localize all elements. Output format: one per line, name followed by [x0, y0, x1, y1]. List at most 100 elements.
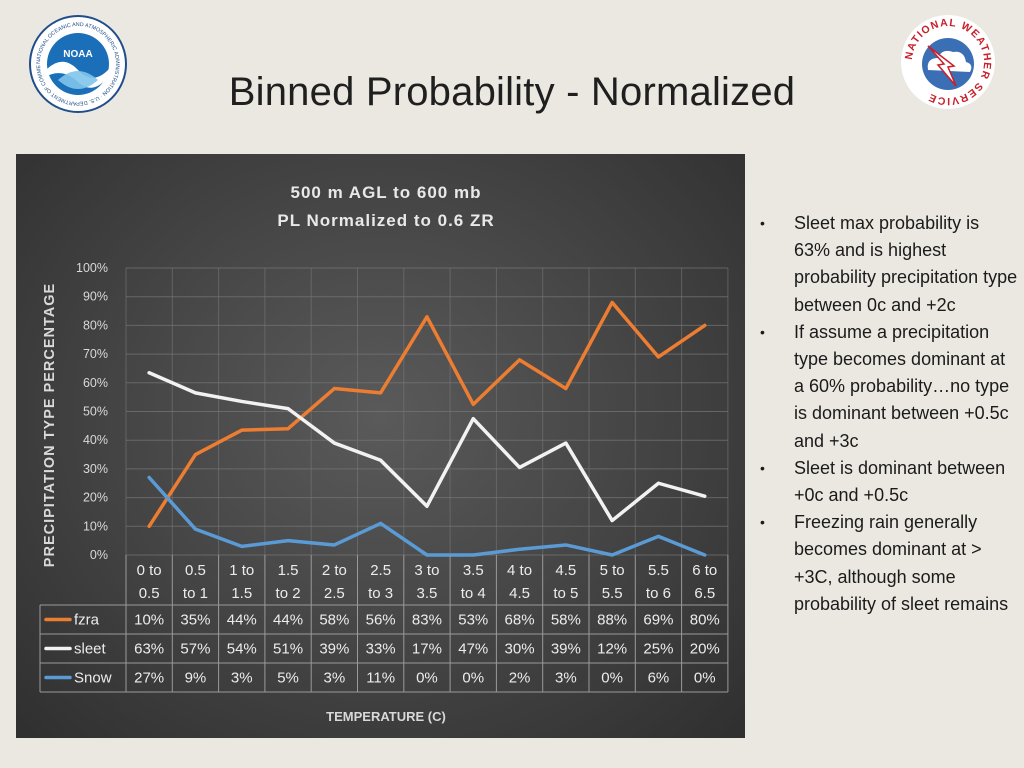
- legend-label-fzra: fzra: [74, 612, 100, 629]
- data-label: 17%: [412, 641, 442, 658]
- data-point-fzra: [703, 323, 707, 327]
- note-text: Sleet max probability is 63% and is high…: [794, 213, 1018, 315]
- data-point-snow: [610, 553, 614, 557]
- x-tick-label: 1.5: [231, 585, 252, 602]
- data-point-sleet: [425, 504, 429, 508]
- series-line-snow: [147, 475, 707, 557]
- data-label: 25%: [643, 641, 673, 658]
- data-label: 20%: [690, 641, 720, 658]
- x-tick-label: 0.5: [185, 562, 206, 579]
- data-point-snow: [564, 543, 568, 547]
- data-point-fzra: [193, 453, 197, 457]
- data-label: 44%: [227, 612, 257, 629]
- note-text: Sleet is dominant between +0c and +0.5c: [794, 457, 1006, 506]
- data-point-snow: [147, 476, 151, 480]
- x-tick-label: 4.5: [555, 562, 576, 579]
- bullet-icon: •: [760, 514, 765, 531]
- data-label: 30%: [505, 641, 535, 658]
- data-point-fzra: [147, 524, 151, 528]
- data-point-snow: [332, 543, 336, 547]
- chart-title: 500 m AGL to 600 mb PL Normalized to 0.6…: [277, 183, 493, 230]
- data-label: 53%: [458, 612, 488, 629]
- x-tick-label: 3.5: [463, 562, 484, 579]
- y-axis-title: PRECIPITATION TYPE PERCENTAGE: [42, 283, 58, 567]
- data-point-snow: [656, 534, 660, 538]
- data-label: 0%: [462, 670, 484, 687]
- y-tick-label: 20%: [83, 491, 108, 505]
- x-tick-label: 6 to: [692, 562, 717, 579]
- legend-label-sleet: sleet: [74, 641, 107, 658]
- data-point-fzra: [332, 387, 336, 391]
- x-tick-label: 2.5: [324, 585, 345, 602]
- x-tick-label: 0 to: [137, 562, 162, 579]
- nws-logo: NATIONAL WEATHER SERVICE: [898, 12, 998, 112]
- data-label: 58%: [551, 612, 581, 629]
- x-tick-label: 4.5: [509, 585, 530, 602]
- bullet-icon: •: [760, 215, 765, 231]
- data-label: 9%: [185, 670, 207, 687]
- data-point-snow: [425, 553, 429, 557]
- data-label: 0%: [694, 670, 716, 687]
- note-item: • Freezing rain generally becomes dominan…: [758, 509, 1020, 618]
- noaa-logo-text: NOAA: [63, 49, 92, 60]
- data-label: 0%: [416, 670, 438, 687]
- y-tick-label: 90%: [83, 290, 108, 304]
- x-tick-label: 3.5: [417, 585, 438, 602]
- bullet-icon: •: [760, 459, 765, 476]
- data-label: 11%: [366, 670, 395, 687]
- data-label: 3%: [555, 670, 577, 687]
- data-label: 3%: [324, 670, 346, 687]
- data-label: 88%: [597, 612, 627, 629]
- data-label: 58%: [319, 612, 349, 629]
- x-tick-label: 5 to: [600, 562, 625, 579]
- grid: [125, 267, 729, 556]
- data-point-snow: [286, 539, 290, 543]
- data-label: 56%: [366, 612, 396, 629]
- x-tick-label: 2.5: [370, 562, 391, 579]
- data-label: 12%: [597, 641, 627, 658]
- data-point-fzra: [425, 315, 429, 319]
- data-point-fzra: [379, 391, 383, 395]
- x-tick-label: 5.5: [602, 585, 623, 602]
- data-label: 39%: [551, 641, 581, 658]
- x-tick-label: 6.5: [694, 585, 715, 602]
- data-point-sleet: [518, 465, 522, 469]
- y-tick-label: 60%: [83, 376, 108, 390]
- data-point-sleet: [703, 494, 707, 498]
- data-point-fzra: [286, 427, 290, 431]
- data-label: 0%: [601, 670, 623, 687]
- data-point-sleet: [564, 441, 568, 445]
- y-tick-label: 30%: [83, 462, 108, 476]
- data-point-snow: [379, 521, 383, 525]
- bullet-icon: •: [760, 323, 765, 340]
- data-label: 3%: [231, 670, 253, 687]
- note-item: • Sleet is dominant between +0c and +0.5c: [758, 455, 1020, 509]
- legend-label-snow: Snow: [74, 670, 112, 687]
- x-tick-label: to 6: [646, 585, 671, 602]
- chart-panel: 500 m AGL to 600 mb PL Normalized to 0.6…: [16, 154, 745, 738]
- data-point-sleet: [240, 399, 244, 403]
- plot-series: [147, 300, 707, 557]
- data-point-sleet: [193, 391, 197, 395]
- y-tick-label: 40%: [83, 433, 108, 447]
- x-tick-label: 2 to: [322, 562, 347, 579]
- data-point-snow: [703, 553, 707, 557]
- data-label: 44%: [273, 612, 303, 629]
- data-label: 57%: [180, 641, 210, 658]
- data-point-fzra: [656, 355, 660, 359]
- slide-title: Binned Probability - Normalized: [228, 70, 796, 114]
- y-tick-label: 0%: [90, 548, 108, 562]
- data-label: 47%: [458, 641, 488, 658]
- data-label: 33%: [366, 641, 396, 658]
- x-tick-label: 3 to: [414, 562, 439, 579]
- y-tick-label: 70%: [83, 347, 108, 361]
- data-label: 83%: [412, 612, 442, 629]
- note-item: • Sleet max probability is 63% and is hig…: [758, 210, 1020, 319]
- notes-list: • Sleet max probability is 63% and is hig…: [758, 210, 1020, 618]
- data-point-sleet: [610, 519, 614, 523]
- y-axis: 0% 10% 20% 30% 40% 50% 60% 70% 80% 90% 100%: [76, 261, 108, 562]
- data-label: 39%: [319, 641, 349, 658]
- data-point-snow: [518, 547, 522, 551]
- data-label: 69%: [643, 612, 673, 629]
- data-point-snow: [193, 527, 197, 531]
